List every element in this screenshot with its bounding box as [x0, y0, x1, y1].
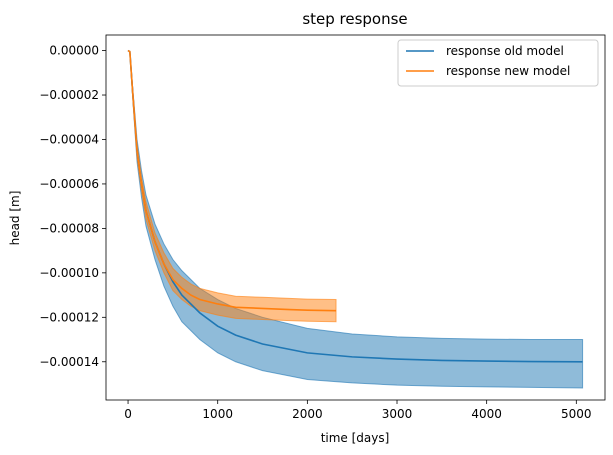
y-tick-label: −0.00014 [39, 355, 99, 369]
x-axis-label: time [days] [321, 431, 390, 445]
x-tick-label: 1000 [202, 407, 233, 421]
legend-label: response old model [446, 44, 564, 58]
x-tick-label: 2000 [292, 407, 323, 421]
legend: response old model response new model [397, 39, 599, 87]
series-band-0 [127, 50, 584, 389]
y-tick-label: −0.00006 [39, 177, 99, 191]
x-axis: 0 1000 2000 3000 4000 5000 [124, 400, 592, 421]
y-tick-label: −0.00010 [39, 266, 99, 280]
series-band-1 [127, 50, 337, 323]
y-tick-label: −0.00004 [39, 132, 99, 146]
legend-label: response new model [446, 64, 570, 78]
y-tick-label: −0.00008 [39, 221, 99, 235]
x-tick-label: 5000 [561, 407, 592, 421]
x-tick-label: 4000 [471, 407, 502, 421]
y-tick-label: −0.00012 [39, 310, 99, 324]
series-lines [105, 34, 606, 401]
series-line-1 [127, 49, 337, 312]
x-tick-label: 3000 [382, 407, 413, 421]
chart-title: step response [302, 10, 407, 28]
confidence-bands [127, 50, 584, 389]
y-tick-label: 0.00000 [49, 44, 99, 58]
legend-box [397, 39, 599, 87]
plot-frame [105, 34, 606, 401]
x-tick-label: 0 [124, 407, 132, 421]
y-axis: 0.00000 −0.00002 −0.00004 −0.00006 −0.00008 −… [39, 44, 106, 369]
y-axis-label: head [m] [8, 191, 22, 246]
y-tick-label: −0.00002 [39, 88, 99, 102]
